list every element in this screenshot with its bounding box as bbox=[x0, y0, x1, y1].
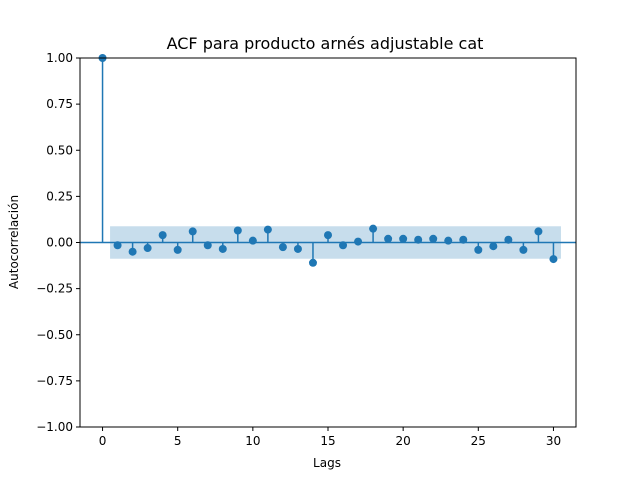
x-tick-label: 25 bbox=[471, 434, 486, 448]
acf-point-lag-19 bbox=[384, 234, 393, 243]
x-tick-label: 0 bbox=[99, 434, 107, 448]
acf-point-lag-12 bbox=[278, 243, 287, 252]
acf-point-lag-10 bbox=[248, 236, 257, 245]
acf-point-lag-6 bbox=[188, 227, 197, 236]
acf-point-lag-18 bbox=[369, 224, 378, 233]
acf-point-lag-24 bbox=[459, 235, 468, 244]
x-ticks: 0 5 10 15 20 25 30 bbox=[99, 427, 561, 448]
y-tick-label: −1.00 bbox=[36, 420, 73, 434]
y-tick-label: 0.25 bbox=[46, 189, 73, 203]
acf-point-lag-29 bbox=[534, 227, 543, 236]
acf-point-lag-9 bbox=[233, 226, 242, 235]
acf-point-lag-20 bbox=[399, 234, 408, 243]
acf-point-lag-22 bbox=[429, 234, 438, 243]
acf-point-lag-14 bbox=[308, 258, 317, 267]
acf-point-lag-15 bbox=[324, 231, 332, 240]
acf-point-lag-30 bbox=[549, 255, 558, 264]
acf-point-lag-5 bbox=[173, 245, 182, 254]
marker-layer bbox=[98, 54, 558, 267]
y-tick-label: 0.50 bbox=[46, 143, 73, 157]
x-axis-label: Lags bbox=[313, 456, 341, 470]
y-tick-label: 1.00 bbox=[46, 51, 73, 65]
acf-point-lag-17 bbox=[354, 237, 363, 246]
acf-point-lag-2 bbox=[128, 247, 137, 256]
acf-point-lag-11 bbox=[263, 225, 272, 234]
x-tick-label: 15 bbox=[320, 434, 335, 448]
acf-point-lag-8 bbox=[218, 244, 227, 253]
acf-point-lag-28 bbox=[519, 245, 528, 254]
y-ticks: −1.00 −0.75 −0.50 −0.25 0.00 0.25 0.50 0.75 1.00 bbox=[36, 51, 80, 434]
acf-point-lag-16 bbox=[339, 241, 348, 250]
y-axis-label: Autocorrelación bbox=[7, 195, 21, 289]
acf-point-lag-26 bbox=[489, 242, 498, 251]
acf-point-lag-4 bbox=[158, 231, 167, 240]
acf-point-lag-13 bbox=[293, 244, 302, 253]
x-tick-label: 10 bbox=[245, 434, 260, 448]
y-tick-label: −0.50 bbox=[36, 328, 73, 342]
acf-point-lag-7 bbox=[203, 241, 212, 250]
acf-point-lag-23 bbox=[444, 236, 453, 245]
y-tick-label: −0.75 bbox=[36, 374, 73, 388]
acf-point-lag-1 bbox=[113, 241, 122, 250]
y-tick-label: −0.25 bbox=[36, 282, 73, 296]
x-tick-label: 20 bbox=[396, 434, 411, 448]
x-tick-label: 5 bbox=[174, 434, 182, 448]
acf-point-lag-25 bbox=[474, 245, 483, 254]
acf-point-lag-27 bbox=[504, 235, 513, 244]
acf-point-lag-21 bbox=[414, 235, 423, 244]
y-tick-label: 0.00 bbox=[46, 236, 73, 250]
y-tick-label: 0.75 bbox=[46, 97, 73, 111]
acf-point-lag-3 bbox=[143, 244, 152, 253]
chart-title: ACF para producto arnés adjustable cat bbox=[167, 34, 484, 53]
x-tick-label: 30 bbox=[546, 434, 561, 448]
